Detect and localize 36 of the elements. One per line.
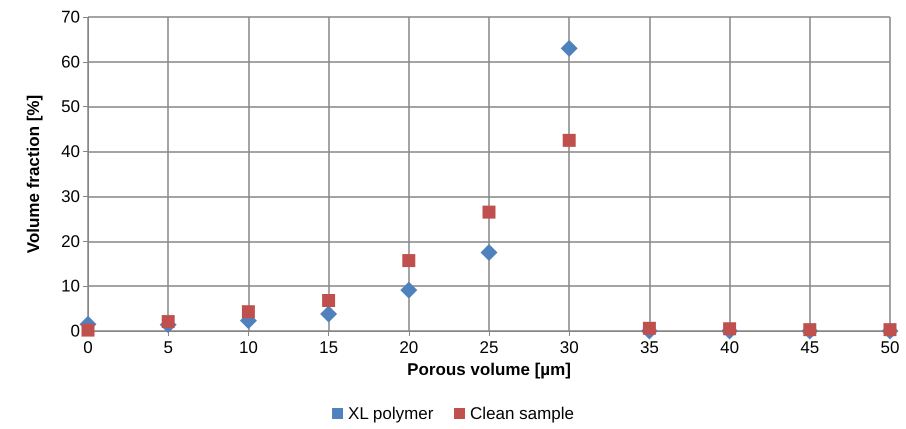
x-tick-label: 25	[480, 338, 498, 357]
y-tick-label: 30	[61, 186, 80, 206]
x-axis-title: Porous volume [µm]	[407, 360, 571, 379]
x-tick-label: 35	[640, 338, 659, 357]
point	[320, 305, 338, 322]
x-tick-label: 5	[163, 338, 173, 357]
legend-label: Clean sample	[470, 404, 574, 423]
y-tick-label: 70	[61, 8, 80, 26]
point	[723, 322, 736, 336]
x-tick-label: 45	[800, 338, 820, 357]
legend-label: XL polymer	[348, 404, 434, 423]
x-tick-label: 40	[720, 338, 740, 357]
y-tick-label: 60	[61, 52, 80, 72]
y-tick-label: 50	[61, 97, 80, 116]
point	[402, 254, 416, 268]
point	[562, 134, 576, 147]
y-tick-label: 40	[61, 142, 80, 162]
point	[400, 282, 418, 299]
x-tick-label: 30	[560, 338, 579, 357]
x-tick-label: 15	[319, 338, 338, 357]
point	[642, 322, 656, 335]
y-tick-label: 20	[61, 232, 80, 251]
point	[322, 294, 336, 307]
point	[82, 324, 94, 337]
x-tick-label: 10	[238, 338, 258, 357]
x-tick-label: 20	[399, 338, 418, 357]
point	[560, 40, 578, 57]
y-tick-label: 10	[61, 276, 80, 296]
point	[482, 206, 496, 219]
point	[480, 244, 498, 261]
x-tick-label: 0	[83, 338, 93, 357]
x-tick-label: 50	[880, 338, 900, 357]
point	[242, 305, 255, 318]
y-axis-title: Volume fraction [%]	[24, 94, 43, 254]
y-tick-label: 0	[70, 322, 80, 340]
point	[162, 315, 175, 328]
